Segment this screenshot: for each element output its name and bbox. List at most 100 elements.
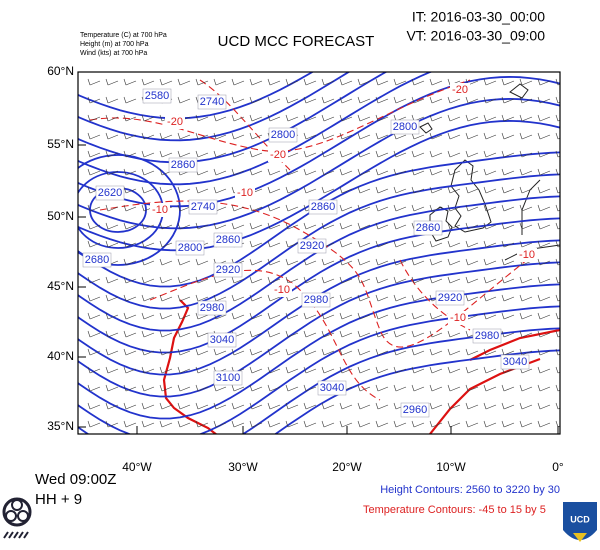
wind-barb: [537, 276, 551, 284]
wind-barb: [123, 294, 137, 302]
wind-barb: [195, 132, 209, 140]
wind-barb: [339, 240, 353, 248]
wind-barb: [375, 186, 389, 194]
wind-barb: [501, 114, 515, 122]
height-label: 2620: [98, 187, 122, 199]
wind-barb: [429, 348, 443, 356]
height-contour: [78, 72, 388, 164]
wind-barb: [177, 420, 191, 428]
wind-barb: [483, 240, 497, 248]
wind-barb: [141, 384, 155, 392]
wind-barb: [285, 348, 299, 356]
wind-barb: [357, 78, 371, 86]
wind-barb: [267, 348, 281, 356]
height-label: 2920: [300, 240, 324, 252]
wind-barb: [321, 276, 335, 284]
wind-barb: [339, 312, 353, 320]
height-contour: [78, 72, 351, 142]
wind-barb: [195, 294, 209, 302]
wind-barb: [411, 312, 425, 320]
wind-barb: [483, 78, 497, 86]
wind-barb: [393, 312, 407, 320]
wind-barb: [159, 348, 173, 356]
height-label: 2920: [438, 292, 462, 304]
wind-barb: [267, 384, 281, 392]
wind-barb: [537, 222, 551, 230]
height-label-box: [197, 94, 227, 110]
height-label: 3040: [320, 382, 344, 394]
wind-barb: [555, 222, 560, 230]
temperature-contour: [199, 79, 291, 171]
wind-barb: [357, 204, 371, 212]
wind-barb: [267, 294, 281, 302]
height-label: 2860: [216, 234, 240, 246]
wind-barb: [249, 222, 263, 230]
wind-barb: [87, 348, 101, 356]
lat-label: 55°N: [47, 137, 74, 151]
wind-barb: [195, 420, 209, 428]
wind-barb: [303, 330, 317, 338]
wind-barb: [87, 294, 101, 302]
wind-barb: [411, 366, 425, 374]
wind-barb: [429, 96, 443, 104]
wind-barb: [411, 330, 425, 338]
wind-barb: [483, 312, 497, 320]
wind-barb: [429, 168, 443, 176]
initial-time: IT: 2016-03-30_00:00: [412, 9, 545, 25]
wind-barb: [501, 96, 515, 104]
wind-barb: [285, 402, 299, 410]
wind-barb: [213, 132, 227, 140]
wind-barb: [465, 276, 479, 284]
wind-barb: [285, 114, 299, 122]
wind-barb: [357, 258, 371, 266]
wind-barb: [87, 132, 101, 140]
wind-barb: [555, 276, 560, 284]
wind-barb: [555, 168, 560, 176]
wind-barb: [303, 168, 317, 176]
wind-barb: [537, 168, 551, 176]
wind-barb: [483, 402, 497, 410]
wind-barb: [519, 312, 533, 320]
wind-barb: [141, 294, 155, 302]
wind-barb: [213, 78, 227, 86]
wind-barb: [411, 168, 425, 176]
wind-barb: [429, 330, 443, 338]
wind-barb: [339, 276, 353, 284]
wind-barb: [501, 420, 515, 428]
wind-barb: [429, 150, 443, 158]
wind-barb: [303, 258, 317, 266]
wind-barb: [483, 222, 497, 230]
wind-barb: [411, 258, 425, 266]
coast: [429, 328, 560, 434]
wind-barb: [519, 168, 533, 176]
wind-barb: [393, 384, 407, 392]
wind-barb: [321, 150, 335, 158]
map-area: 2580 2740 2800 2800 2860 2620 2740 2860 2800 2860…: [78, 72, 560, 434]
wind-barb: [159, 384, 173, 392]
wind-barb: [195, 312, 209, 320]
wind-barb: [537, 78, 551, 86]
wind-barb: [123, 366, 137, 374]
wind-barb: [447, 330, 461, 338]
wind-barb: [501, 78, 515, 86]
wind-barb: [339, 204, 353, 212]
wind-barb: [267, 96, 281, 104]
wind-barb: [303, 348, 317, 356]
wind-barb: [159, 330, 173, 338]
wind-barb: [87, 312, 101, 320]
wind-barb: [303, 186, 317, 194]
wind-barb: [375, 114, 389, 122]
wind-barb: [357, 276, 371, 284]
wind-barb: [393, 204, 407, 212]
wind-barb: [141, 348, 155, 356]
wind-barb: [501, 348, 515, 356]
wind-barb: [339, 132, 353, 140]
wind-barb: [123, 132, 137, 140]
height-contour: [274, 349, 560, 434]
wind-barb: [141, 222, 155, 230]
wind-barb: [105, 420, 119, 428]
wind-barb: [105, 240, 119, 248]
wind-barb: [501, 186, 515, 194]
wind-barb: [447, 366, 461, 374]
wind-barb: [321, 402, 335, 410]
